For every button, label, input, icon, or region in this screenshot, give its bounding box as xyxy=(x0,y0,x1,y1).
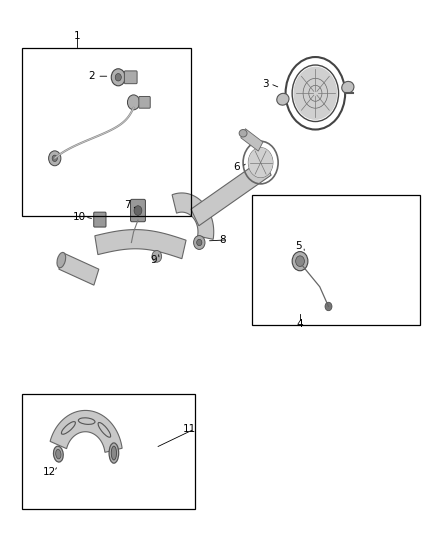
FancyBboxPatch shape xyxy=(131,199,145,222)
Polygon shape xyxy=(59,253,99,285)
Circle shape xyxy=(134,206,142,215)
Ellipse shape xyxy=(111,446,117,460)
Circle shape xyxy=(52,155,57,161)
Text: 9: 9 xyxy=(151,255,158,264)
Polygon shape xyxy=(50,410,122,453)
Polygon shape xyxy=(95,230,186,259)
Circle shape xyxy=(296,256,304,266)
Text: 1: 1 xyxy=(73,31,80,41)
Circle shape xyxy=(293,67,337,120)
Text: 8: 8 xyxy=(219,235,226,245)
Circle shape xyxy=(194,236,205,249)
Ellipse shape xyxy=(57,253,66,268)
Bar xyxy=(22,48,191,216)
Ellipse shape xyxy=(109,443,119,463)
Circle shape xyxy=(197,239,202,246)
FancyBboxPatch shape xyxy=(94,212,106,227)
Circle shape xyxy=(111,69,125,86)
Ellipse shape xyxy=(56,449,61,459)
Polygon shape xyxy=(172,193,214,239)
Ellipse shape xyxy=(53,446,63,462)
Circle shape xyxy=(49,151,61,166)
Ellipse shape xyxy=(277,93,289,105)
Ellipse shape xyxy=(239,130,247,137)
Text: 12: 12 xyxy=(42,467,56,477)
Circle shape xyxy=(325,302,332,311)
FancyBboxPatch shape xyxy=(124,71,137,84)
Polygon shape xyxy=(191,158,271,226)
Circle shape xyxy=(292,252,308,271)
Circle shape xyxy=(248,148,273,177)
Ellipse shape xyxy=(342,82,354,93)
Text: 10: 10 xyxy=(73,212,86,222)
Circle shape xyxy=(127,95,140,110)
Bar xyxy=(252,195,420,325)
Text: 3: 3 xyxy=(261,79,268,88)
Circle shape xyxy=(115,74,121,81)
Text: 2: 2 xyxy=(88,71,95,81)
Text: 5: 5 xyxy=(295,241,302,251)
Text: 7: 7 xyxy=(124,200,131,210)
Polygon shape xyxy=(241,129,263,151)
Circle shape xyxy=(152,251,162,262)
FancyBboxPatch shape xyxy=(139,96,150,108)
Text: 11: 11 xyxy=(183,424,196,434)
Text: 4: 4 xyxy=(297,319,304,329)
Bar xyxy=(22,394,195,509)
Text: 6: 6 xyxy=(233,162,240,172)
